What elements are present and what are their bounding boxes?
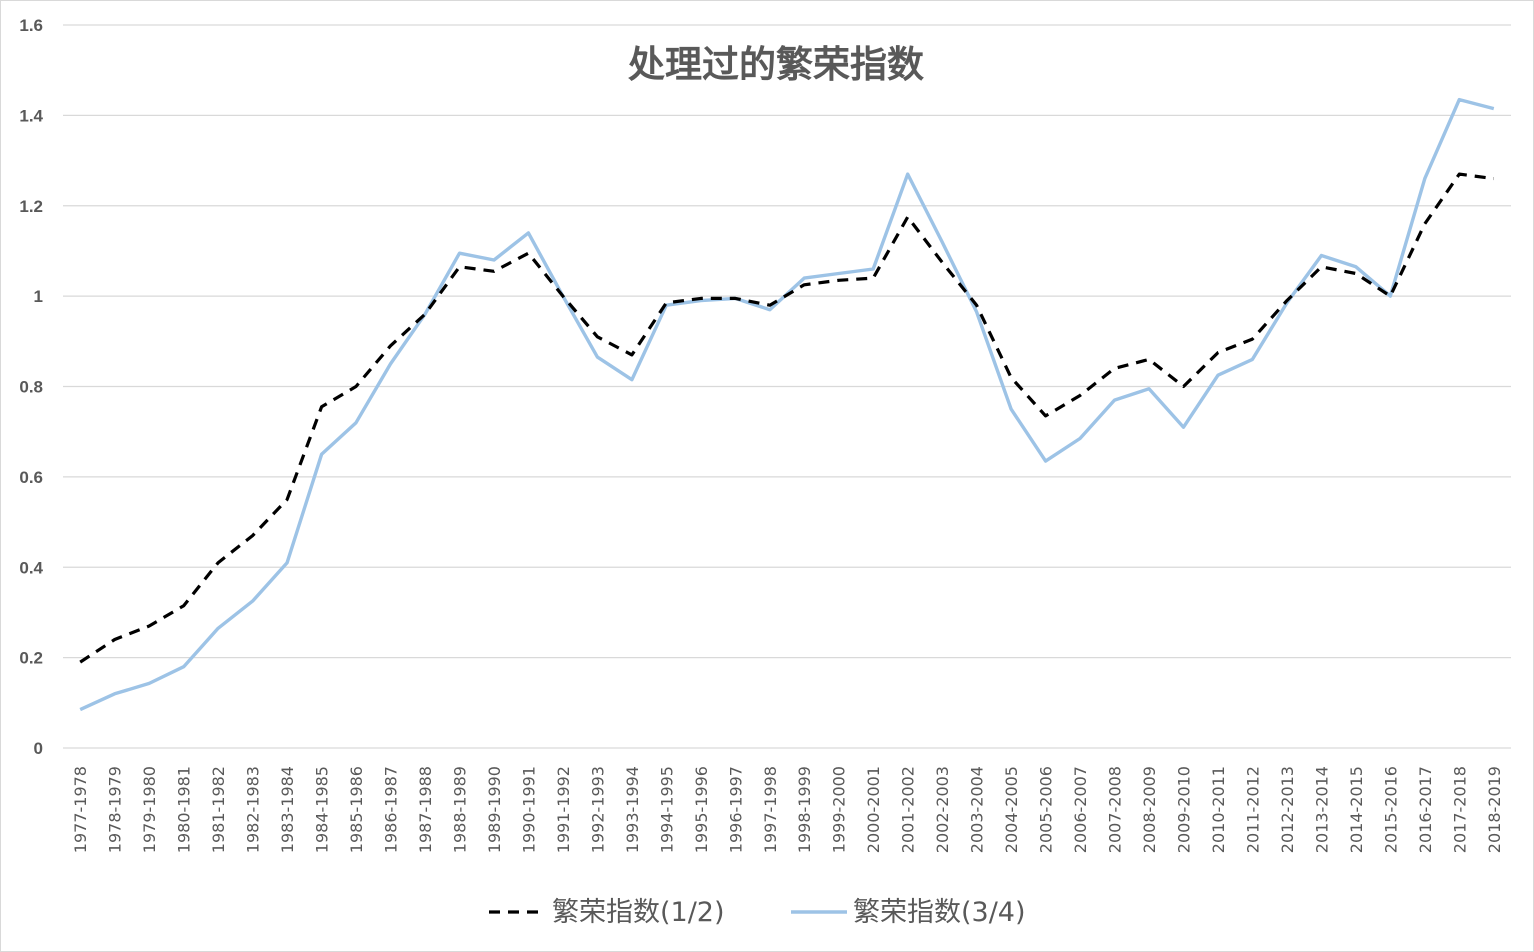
x-tick-label: 2014-2015: [1347, 766, 1366, 853]
x-tick-label: 1999-2000: [830, 766, 849, 853]
x-tick-label: 2017-2018: [1450, 766, 1469, 853]
x-tick-label: 2012-2013: [1278, 766, 1297, 853]
x-tick-label: 1986-1987: [382, 766, 401, 853]
x-tick-label: 2009-2010: [1174, 766, 1193, 853]
gridlines: [63, 24, 1511, 749]
x-tick-label: 1983-1984: [278, 766, 297, 853]
x-tick-label: 2007-2008: [1106, 766, 1125, 853]
x-tick-label: 2004-2005: [1002, 766, 1021, 853]
x-tick-label: 1995-1996: [692, 766, 711, 853]
x-tick-label: 2003-2004: [968, 766, 987, 853]
x-tick-label: 2016-2017: [1416, 766, 1435, 853]
x-tick-label: 2008-2009: [1140, 766, 1159, 853]
legend-label-1: 繁荣指数(1/2): [552, 897, 725, 928]
x-tick-label: 2006-2007: [1071, 766, 1090, 853]
x-tick-label: 1977-1978: [71, 766, 90, 853]
x-tick-label: 2013-2014: [1312, 766, 1331, 853]
x-tick-label: 1979-1980: [140, 766, 159, 853]
y-axis-ticks: 0 0.2 0.4 0.6 0.8 1 1.2 1.4 1.6: [19, 16, 43, 758]
x-tick-label: 2010-2011: [1209, 766, 1228, 853]
x-tick-label: 1985-1986: [347, 766, 366, 853]
legend: 繁荣指数(1/2) 繁荣指数(3/4): [489, 897, 1026, 928]
x-tick-label: 2000-2001: [864, 766, 883, 853]
x-tick-label: 1989-1990: [485, 766, 504, 853]
x-tick-label: 1991-1992: [554, 766, 573, 853]
y-tick-label: 1.6: [19, 16, 43, 35]
series-line-2: [79, 97, 1495, 712]
x-tick-label: 1996-1997: [726, 766, 745, 853]
x-tick-label: 1980-1981: [175, 766, 194, 853]
x-tick-label: 1987-1988: [416, 766, 435, 853]
x-tick-label: 1988-1989: [450, 766, 469, 853]
x-tick-label: 1990-1991: [519, 766, 538, 853]
x-tick-label: 2018-2019: [1485, 766, 1504, 853]
y-tick-label: 0.6: [19, 468, 43, 487]
x-tick-label: 1997-1998: [761, 766, 780, 853]
x-tick-label: 2001-2002: [899, 766, 918, 853]
series-lines: [79, 97, 1495, 712]
x-tick-label: 1984-1985: [313, 766, 332, 853]
x-tick-label: 2011-2012: [1243, 766, 1262, 853]
x-tick-label: 1998-1999: [795, 766, 814, 853]
x-tick-label: 1994-1995: [657, 766, 676, 853]
series-line-1: [79, 172, 1495, 664]
y-tick-label: 0.4: [19, 558, 43, 577]
x-tick-label: 2005-2006: [1037, 766, 1056, 853]
x-axis-ticks: 1977-1978 1978-1979 1979-1980 1980-1981 1981…: [71, 766, 1504, 853]
x-tick-label: 1993-1994: [623, 766, 642, 853]
x-tick-label: 2002-2003: [933, 766, 952, 853]
y-tick-label: 1: [34, 287, 43, 306]
y-tick-label: 1.2: [19, 197, 43, 216]
x-tick-label: 1982-1983: [244, 766, 263, 853]
y-tick-label: 0: [34, 739, 43, 758]
y-tick-label: 0.2: [19, 649, 43, 668]
x-tick-label: 1981-1982: [209, 766, 228, 853]
y-tick-label: 0.8: [19, 378, 43, 397]
x-tick-label: 2015-2016: [1381, 766, 1400, 853]
chart-title: 处理过的繁荣指数: [628, 43, 924, 86]
x-tick-label: 1992-1993: [588, 766, 607, 853]
y-tick-label: 1.4: [19, 106, 43, 125]
x-tick-label: 1978-1979: [106, 766, 125, 853]
legend-label-2: 繁荣指数(3/4): [853, 897, 1026, 928]
